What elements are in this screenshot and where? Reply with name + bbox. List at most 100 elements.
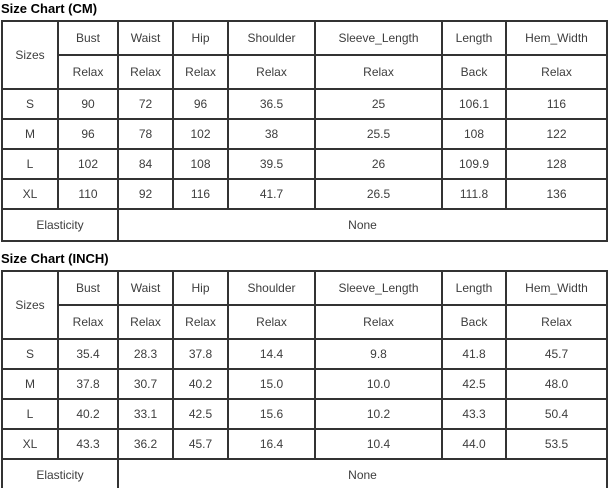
inch-subheader-sleeve-length: Relax: [314, 304, 443, 340]
table-row: XL 43.3 36.2 45.7 16.4 10.4 44.0 53.5: [1, 428, 608, 460]
value-cell: 92: [117, 178, 174, 210]
value-cell: 50.4: [505, 398, 608, 430]
inch-subheader-waist: Relax: [117, 304, 174, 340]
table-row: L 102 84 108 39.5 26 109.9 128: [1, 148, 608, 180]
value-cell: 116: [505, 88, 608, 120]
elasticity-value-cell: None: [117, 458, 608, 488]
value-cell: 26.5: [314, 178, 443, 210]
inch-subheader-length: Back: [441, 304, 507, 340]
inch-subheader-hem-width: Relax: [505, 304, 608, 340]
value-cell: 72: [117, 88, 174, 120]
cm-col-header-hip: Hip: [172, 20, 229, 56]
value-cell: 10.4: [314, 428, 443, 460]
value-cell: 38: [227, 118, 316, 150]
value-cell: 90: [57, 88, 119, 120]
inch-col-header-bust: Bust: [57, 270, 119, 306]
value-cell: 9.8: [314, 338, 443, 370]
cm-size-label-m: M: [1, 118, 59, 150]
value-cell: 40.2: [172, 368, 229, 400]
value-cell: 106.1: [441, 88, 507, 120]
value-cell: 108: [172, 148, 229, 180]
value-cell: 42.5: [441, 368, 507, 400]
elasticity-label-cell: Elasticity: [1, 458, 119, 488]
cm-size-label-l: L: [1, 148, 59, 180]
value-cell: 35.4: [57, 338, 119, 370]
inch-col-header-hip: Hip: [172, 270, 229, 306]
inch-size-label-m: M: [1, 368, 59, 400]
value-cell: 44.0: [441, 428, 507, 460]
table-row: XL 110 92 116 41.7 26.5 111.8 136: [1, 178, 608, 210]
value-cell: 53.5: [505, 428, 608, 460]
value-cell: 39.5: [227, 148, 316, 180]
value-cell: 14.4: [227, 338, 316, 370]
table-row: M 96 78 102 38 25.5 108 122: [1, 118, 608, 150]
table-row: S 90 72 96 36.5 25 106.1 116: [1, 88, 608, 120]
inch-subheader-hip: Relax: [172, 304, 229, 340]
value-cell: 48.0: [505, 368, 608, 400]
size-chart-inch-title: Size Chart (INCH): [1, 251, 109, 266]
cm-elasticity-row: Elasticity None: [1, 208, 608, 242]
value-cell: 102: [57, 148, 119, 180]
inch-sizes-corner-cell: Sizes: [1, 270, 59, 340]
value-cell: 25.5: [314, 118, 443, 150]
cm-col-header-length: Length: [441, 20, 507, 56]
inch-size-label-xl: XL: [1, 428, 59, 460]
size-chart-cm-title: Size Chart (CM): [1, 1, 98, 16]
value-cell: 128: [505, 148, 608, 180]
cm-col-header-hem-width: Hem_Width: [505, 20, 608, 56]
value-cell: 37.8: [172, 338, 229, 370]
value-cell: 15.6: [227, 398, 316, 430]
value-cell: 111.8: [441, 178, 507, 210]
cm-col-header-waist: Waist: [117, 20, 174, 56]
value-cell: 36.5: [227, 88, 316, 120]
size-chart-inch-table: Sizes Bust Waist Hip Shoulder Sleeve_Len…: [1, 270, 608, 488]
elasticity-label-cell: Elasticity: [1, 208, 119, 242]
value-cell: 122: [505, 118, 608, 150]
cm-subheader-shoulder: Relax: [227, 54, 316, 90]
cm-col-header-bust: Bust: [57, 20, 119, 56]
inch-subheader-shoulder: Relax: [227, 304, 316, 340]
value-cell: 15.0: [227, 368, 316, 400]
inch-col-header-waist: Waist: [117, 270, 174, 306]
cm-header-row-measures: Sizes Bust Waist Hip Shoulder Sleeve_Len…: [1, 20, 608, 90]
inch-size-label-l: L: [1, 398, 59, 430]
value-cell: 109.9: [441, 148, 507, 180]
inch-header-row-measures: Sizes Bust Waist Hip Shoulder Sleeve_Len…: [1, 270, 608, 340]
inch-header-row-fit: Relax Relax Relax Relax Relax Back Relax: [2, 304, 608, 340]
value-cell: 43.3: [57, 428, 119, 460]
inch-size-label-s: S: [1, 338, 59, 370]
value-cell: 37.8: [57, 368, 119, 400]
inch-col-header-shoulder: Shoulder: [227, 270, 316, 306]
value-cell: 96: [57, 118, 119, 150]
cm-sizes-corner-cell: Sizes: [1, 20, 59, 90]
value-cell: 102: [172, 118, 229, 150]
value-cell: 30.7: [117, 368, 174, 400]
value-cell: 25: [314, 88, 443, 120]
cm-col-header-sleeve-length: Sleeve_Length: [314, 20, 443, 56]
value-cell: 110: [57, 178, 119, 210]
value-cell: 41.7: [227, 178, 316, 210]
cm-subheader-hem-width: Relax: [505, 54, 608, 90]
inch-col-header-length: Length: [441, 270, 507, 306]
cm-col-header-shoulder: Shoulder: [227, 20, 316, 56]
value-cell: 45.7: [172, 428, 229, 460]
cm-subheader-length: Back: [441, 54, 507, 90]
cm-subheader-bust: Relax: [57, 54, 119, 90]
inch-col-header-hem-width: Hem_Width: [505, 270, 608, 306]
cm-subheader-sleeve-length: Relax: [314, 54, 443, 90]
value-cell: 40.2: [57, 398, 119, 430]
value-cell: 96: [172, 88, 229, 120]
table-row: M 37.8 30.7 40.2 15.0 10.0 42.5 48.0: [1, 368, 608, 400]
size-chart-cm-table: Sizes Bust Waist Hip Shoulder Sleeve_Len…: [1, 20, 608, 242]
value-cell: 10.2: [314, 398, 443, 430]
table-row: S 35.4 28.3 37.8 14.4 9.8 41.8 45.7: [1, 338, 608, 370]
value-cell: 36.2: [117, 428, 174, 460]
cm-subheader-waist: Relax: [117, 54, 174, 90]
cm-subheader-hip: Relax: [172, 54, 229, 90]
value-cell: 42.5: [172, 398, 229, 430]
value-cell: 45.7: [505, 338, 608, 370]
value-cell: 78: [117, 118, 174, 150]
inch-col-header-sleeve-length: Sleeve_Length: [314, 270, 443, 306]
elasticity-value-cell: None: [117, 208, 608, 242]
